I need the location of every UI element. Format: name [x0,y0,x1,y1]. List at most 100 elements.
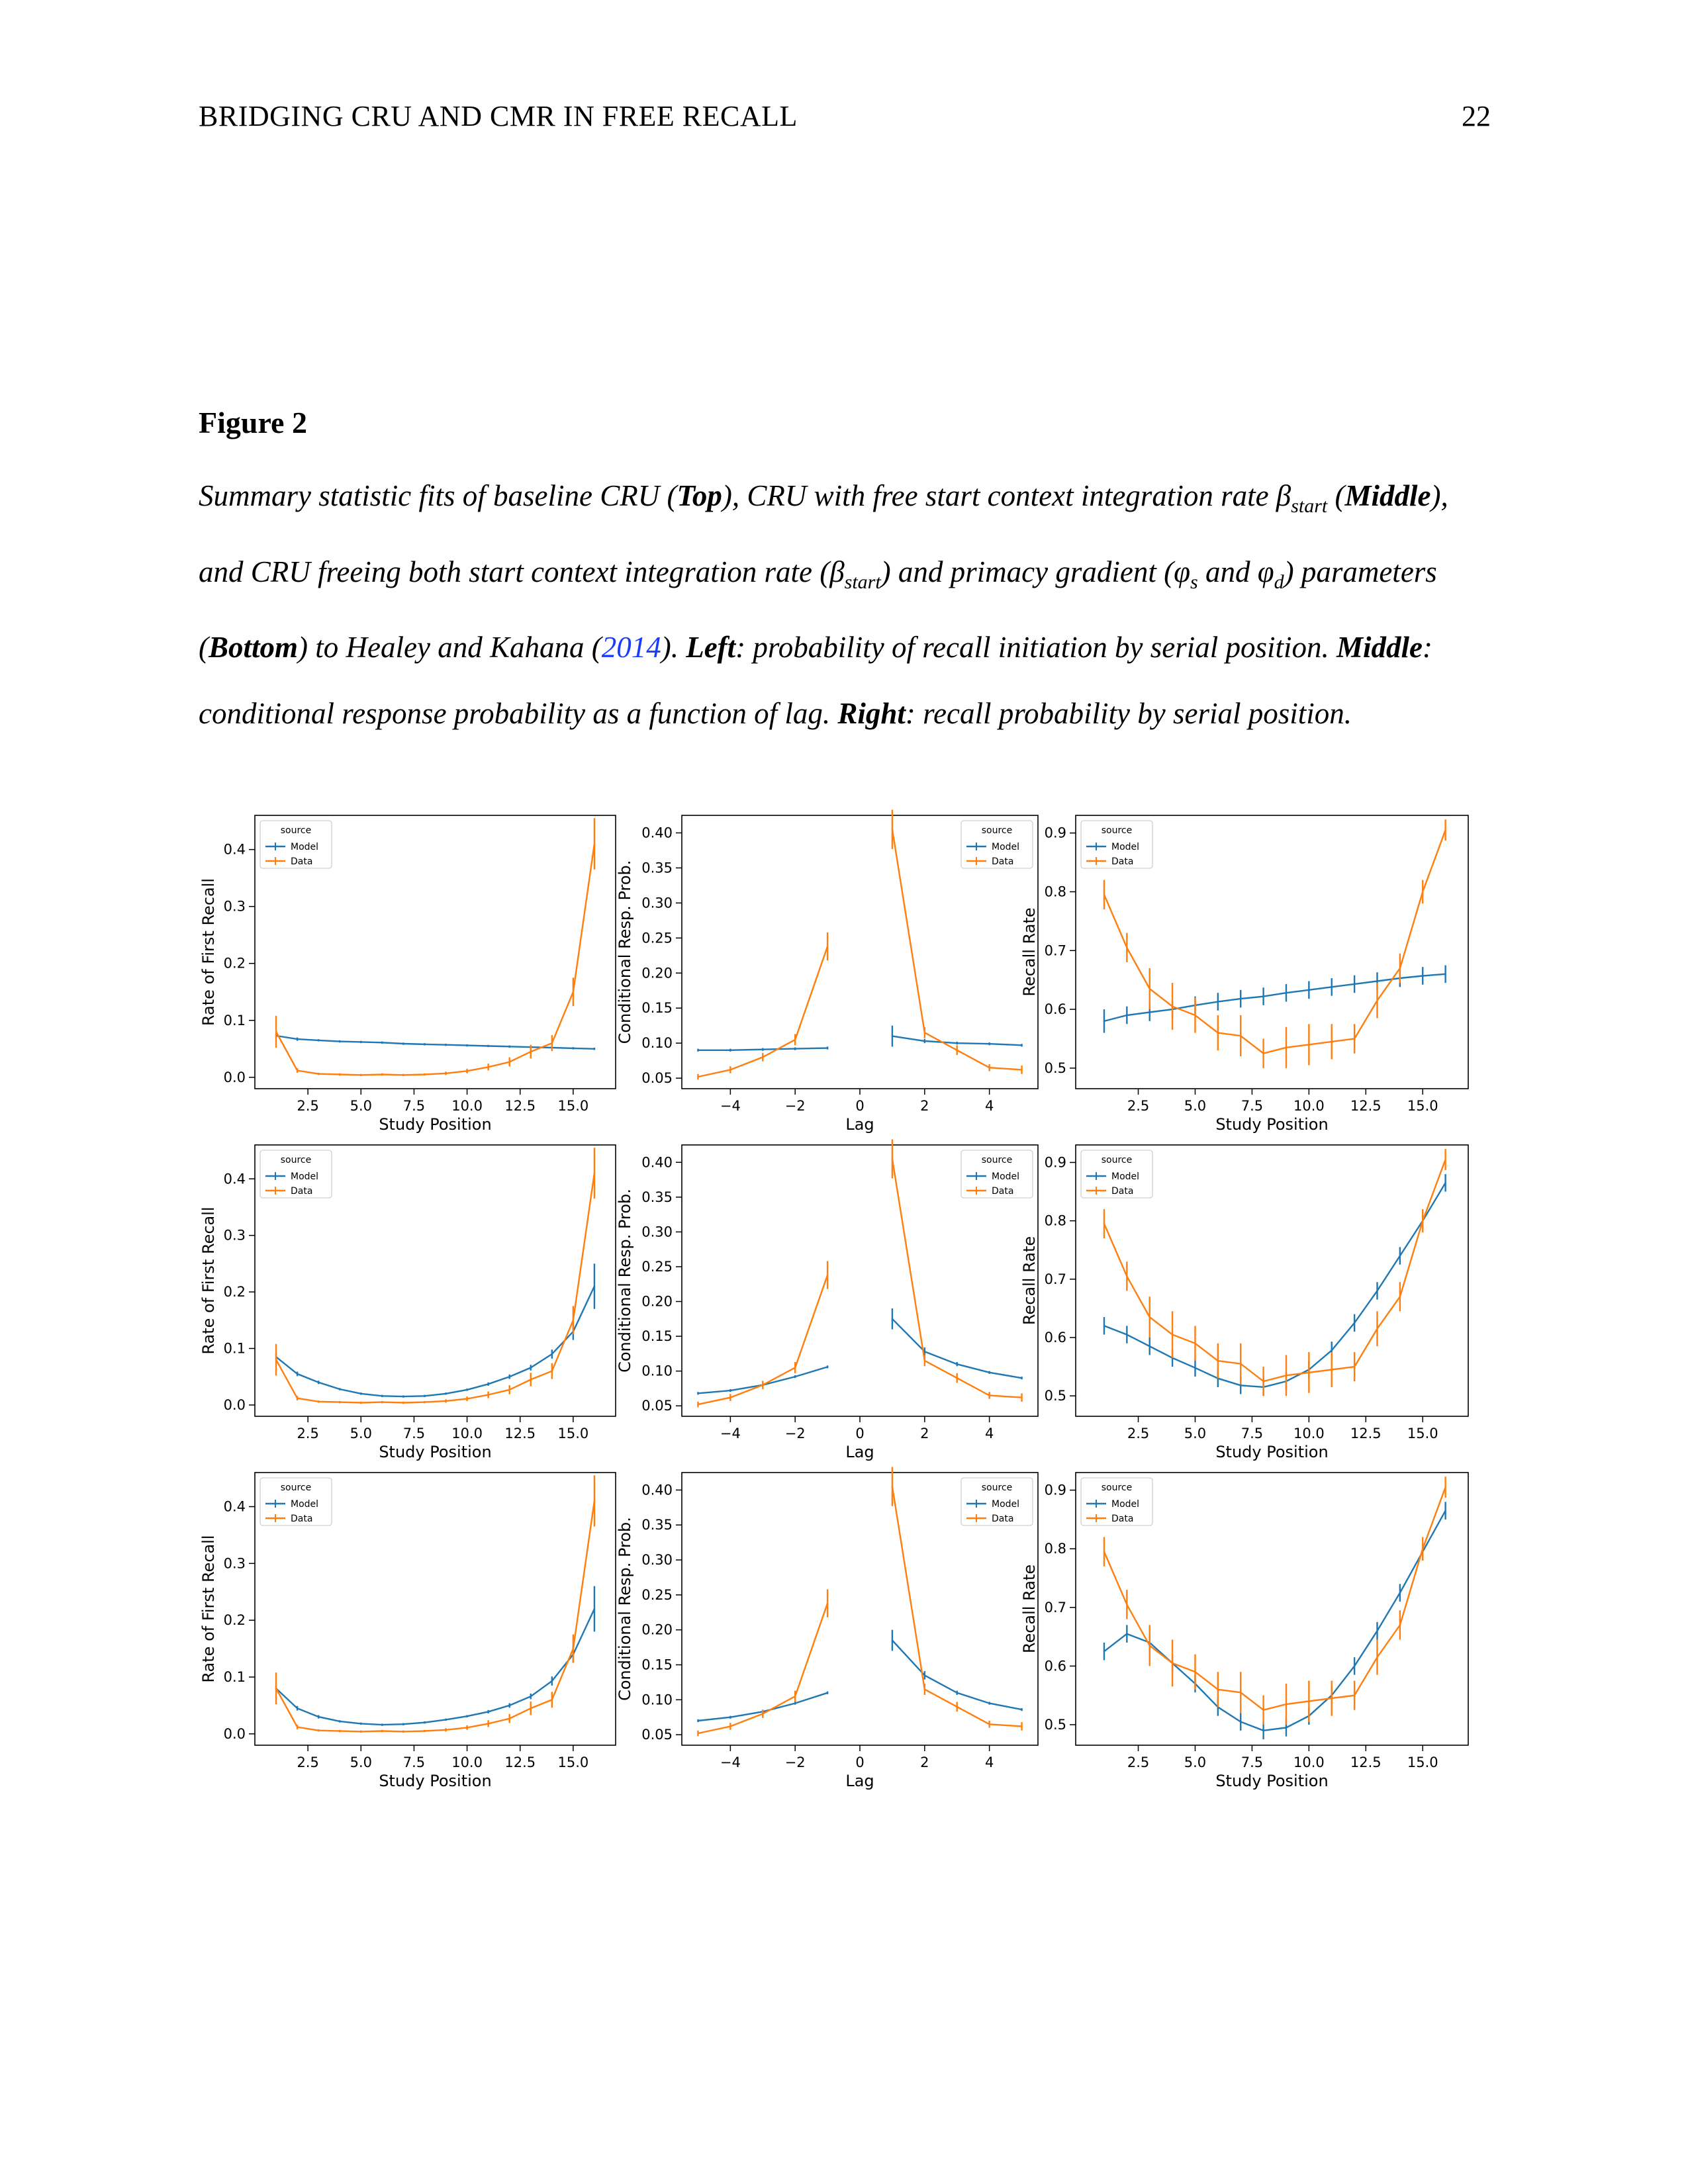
caption-text: ). [661,631,686,664]
data-point [1308,1369,1310,1371]
data-point [1376,999,1378,1001]
data-point [1422,975,1424,977]
y-tick-label: 0.25 [641,1587,673,1603]
caption-bottom: Bottom [209,631,299,664]
series-data [275,1148,596,1404]
series-line-data [275,1500,596,1733]
data-point [1126,1275,1128,1277]
data-point [891,1035,894,1037]
series-data [275,818,596,1077]
data-point [1353,1322,1356,1324]
data-point [551,1680,553,1682]
legend-box [961,820,1033,869]
series-model [697,1308,1023,1395]
data-point [1240,1363,1242,1365]
legend: source Model Data [961,1150,1033,1199]
plot-frame [1075,1472,1469,1746]
series-data [1103,1477,1446,1725]
x-tick-label: 2 [920,1098,929,1114]
legend-label: Data [992,1186,1013,1197]
data-point [1422,1551,1424,1553]
data-point [275,1687,277,1690]
caption-text: ), and CRU freeing both start context in… [199,479,1448,588]
data-point [424,1730,426,1732]
y-tick-label: 0.6 [1045,1001,1066,1017]
y-tick-label: 0.5 [1045,1060,1066,1076]
x-tick-label: −4 [720,1098,741,1114]
x-axis-label: Lag [845,1772,874,1790]
x-tick-label: −4 [720,1426,741,1441]
data-point [593,842,596,845]
data-point [1149,987,1150,990]
x-tick-label: 15.0 [1407,1754,1438,1770]
data-point [956,1363,958,1365]
legend-box [961,1477,1033,1526]
legend-title: source [982,1482,1013,1493]
series-line-model [275,1285,595,1398]
data-point [729,1389,731,1392]
data-point [1217,1377,1219,1379]
legend: source Model Data [961,1477,1033,1526]
data-point [551,1046,553,1049]
data-point [360,1731,362,1733]
data-point [1103,1020,1105,1023]
data-point [424,1721,426,1723]
y-tick-label: 0.35 [641,1189,673,1205]
data-point [508,1388,510,1391]
data-point [339,1401,341,1403]
legend-title: source [982,825,1013,836]
data-point [487,1394,489,1396]
y-tick-label: 0.7 [1045,1600,1066,1615]
caption-subscript: d [1274,570,1284,593]
data-point [988,1067,990,1069]
plot-frame [254,815,616,1089]
x-tick-label: 15.0 [557,1098,588,1114]
data-point [339,1720,341,1723]
x-tick-label: 0 [855,1754,864,1770]
data-point [1149,1645,1150,1647]
data-point [530,1707,532,1709]
x-tick-label: 5.0 [350,1098,372,1114]
legend-label: Model [291,1171,318,1182]
legend-label: Model [1111,1499,1139,1510]
legend-box [259,1150,332,1199]
data-point [317,1039,320,1042]
data-point [891,1485,894,1488]
data-point [445,1729,447,1731]
x-tick-label: 7.5 [403,1426,425,1441]
data-point [1240,1721,1242,1723]
data-point [1171,1008,1174,1011]
data-point [891,1318,894,1320]
data-point [729,1716,731,1718]
data-point [1217,1688,1219,1691]
data-point [339,1073,341,1075]
data-point [762,1711,764,1713]
data-point [697,1732,699,1735]
caption-middle-2: Middle [1336,631,1423,664]
data-point [1240,1692,1242,1694]
y-tick-label: 0.30 [641,1224,673,1240]
y-tick-label: 0.0 [224,1397,246,1413]
data-point [402,1042,404,1045]
data-point [1149,1011,1150,1013]
data-point [1331,1694,1333,1696]
data-point [1262,995,1264,997]
data-point [593,1608,596,1610]
x-axis-label: Study Position [379,1443,491,1461]
legend-label: Data [1111,1186,1133,1197]
x-tick-label: 12.5 [504,1426,536,1441]
chart-panel-top-middle: −4 −2 0 2 4 0.05 0.10 0.15 0.20 0.25 0.30 0.35 0.40 L… [616,809,1039,1134]
plot-frame [254,1472,616,1746]
citation-link[interactable]: 2014 [601,631,661,664]
y-tick-label: 0.10 [641,1363,673,1379]
data-point [1171,1357,1174,1359]
data-point [729,1069,731,1071]
series-line-data [698,1275,829,1406]
data-point [551,1353,553,1355]
data-point [1331,1369,1333,1371]
data-point [508,1717,510,1719]
legend-title: source [982,1155,1013,1165]
x-tick-label: −4 [720,1754,741,1770]
data-point [487,1066,489,1068]
